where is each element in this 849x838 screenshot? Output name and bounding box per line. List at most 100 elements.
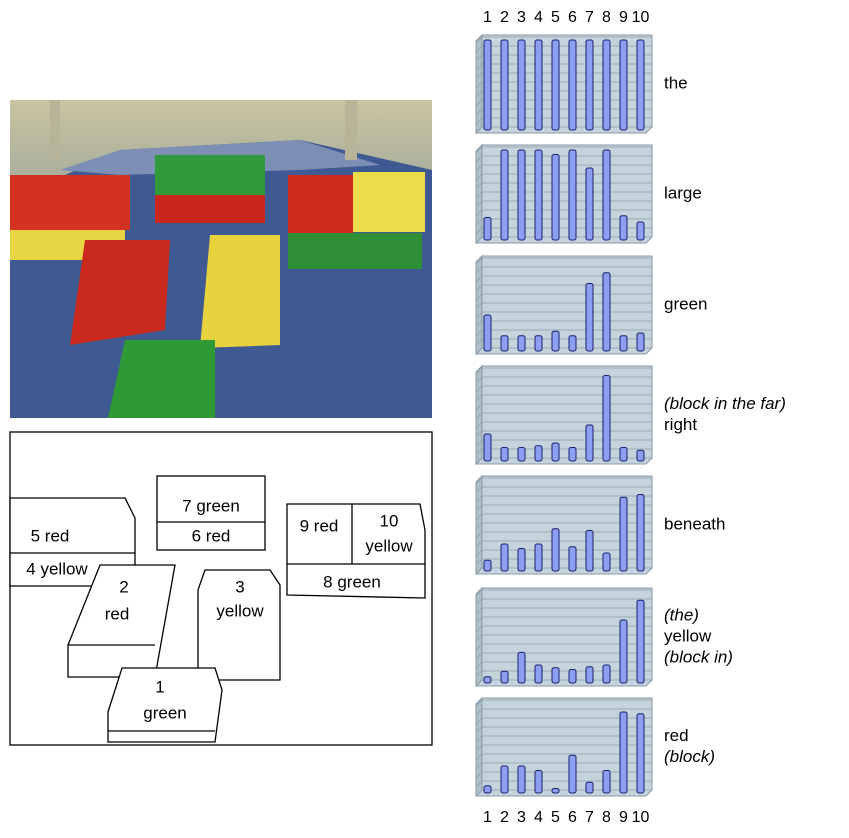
bar: [535, 40, 542, 130]
bar: [569, 150, 576, 240]
category-label: 8: [602, 9, 611, 26]
bar: [569, 448, 576, 462]
bar: [620, 40, 627, 130]
bar: [586, 40, 593, 130]
bar: [586, 284, 593, 352]
bar: [518, 40, 525, 130]
bar: [620, 216, 627, 240]
bar: [518, 549, 525, 572]
bar: [569, 670, 576, 684]
chart-side-wall: [476, 476, 482, 574]
chart-label: (block): [664, 747, 715, 766]
bar: [501, 336, 508, 351]
chart-label: (the): [664, 605, 699, 624]
bar: [535, 150, 542, 240]
bar: [603, 150, 610, 240]
bar: [535, 544, 542, 571]
category-label: 3: [517, 809, 526, 826]
category-label: 6: [568, 9, 577, 26]
category-label: 3: [517, 9, 526, 26]
bar: [535, 336, 542, 351]
bar: [603, 665, 610, 683]
bar: [620, 497, 627, 571]
chart-side-wall: [476, 145, 482, 243]
category-label: 9: [619, 809, 628, 826]
bar: [501, 544, 508, 571]
bar: [637, 714, 644, 793]
category-label: 10: [632, 9, 650, 26]
bar: [501, 448, 508, 462]
chart-label: beneath: [664, 514, 725, 533]
chart-label: large: [664, 183, 702, 202]
bar: [603, 273, 610, 351]
bar: [620, 620, 627, 683]
bar: [552, 155, 559, 241]
bar: [552, 529, 559, 571]
bar: [535, 771, 542, 794]
block-label: yellow: [365, 536, 413, 555]
category-label: 6: [568, 809, 577, 826]
block-label: yellow: [216, 601, 264, 620]
chart-label: the: [664, 73, 688, 92]
bar: [484, 560, 491, 571]
block-label: red: [105, 604, 130, 623]
bar: [518, 336, 525, 351]
bar: [569, 547, 576, 571]
bar: [637, 600, 644, 683]
category-label: 2: [500, 809, 509, 826]
bar: [552, 443, 559, 461]
bar: [501, 766, 508, 793]
bar: [637, 333, 644, 351]
block-label: 9 red: [300, 516, 339, 535]
block-label: 2: [119, 577, 128, 596]
bar: [535, 665, 542, 683]
category-label: 9: [619, 9, 628, 26]
bar: [603, 553, 610, 571]
category-label: 1: [483, 9, 492, 26]
bar: [620, 336, 627, 351]
bar: [535, 446, 542, 461]
bar: [569, 755, 576, 793]
bar: [603, 40, 610, 130]
bar: [603, 376, 610, 462]
block-label: green: [143, 703, 186, 722]
bar: [501, 671, 508, 683]
bar: [484, 786, 491, 793]
bar: [586, 425, 593, 461]
chart-label: yellow: [664, 626, 712, 645]
bar: [586, 667, 593, 683]
block-label: 6 red: [192, 526, 231, 545]
block-label: 7 green: [182, 496, 240, 515]
category-label: 7: [585, 809, 594, 826]
bar: [552, 40, 559, 130]
chart-side-wall: [476, 256, 482, 354]
category-label: 5: [551, 809, 560, 826]
chart-label: (block in the far): [664, 394, 786, 413]
category-label: 4: [534, 9, 543, 26]
bar: [552, 331, 559, 351]
chart-label: red: [664, 726, 689, 745]
block-label: 5 red: [31, 526, 70, 545]
bar: [569, 336, 576, 351]
bar: [586, 531, 593, 572]
chart-side-wall: [476, 35, 482, 133]
category-label: 8: [602, 809, 611, 826]
chart-label: green: [664, 294, 707, 313]
bar: [569, 40, 576, 130]
photo: [10, 100, 432, 418]
bar: [637, 40, 644, 130]
bar: [620, 448, 627, 462]
bar: [637, 222, 644, 240]
category-label: 4: [534, 809, 543, 826]
category-label: 7: [585, 9, 594, 26]
chart-side-wall: [476, 588, 482, 686]
bar: [518, 652, 525, 683]
bar: [501, 150, 508, 240]
bar: [518, 766, 525, 793]
bar: [484, 40, 491, 130]
chart-side-wall: [476, 698, 482, 796]
bar: [637, 495, 644, 572]
block-label: 8 green: [323, 572, 381, 591]
category-label: 1: [483, 809, 492, 826]
block-label: 1: [155, 677, 164, 696]
